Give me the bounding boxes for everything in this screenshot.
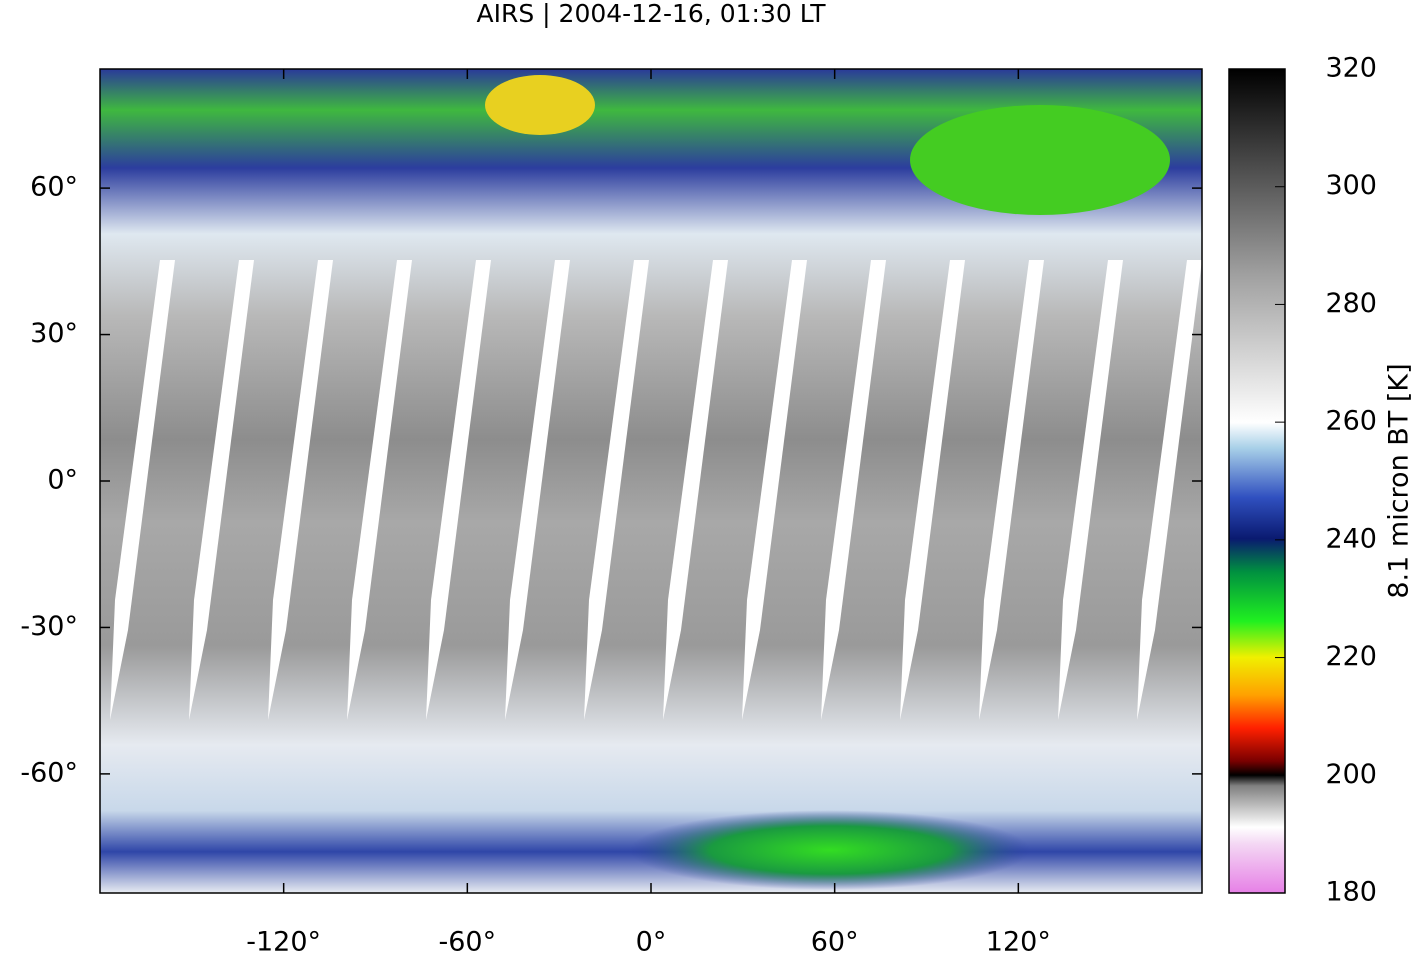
orbit-gap xyxy=(189,260,254,720)
colorbar-tick-label: 220 xyxy=(1325,641,1377,672)
colorbar-tick-label: 240 xyxy=(1325,523,1377,554)
orbit-gap xyxy=(505,260,570,720)
colorbar-tick-label: 300 xyxy=(1325,170,1377,201)
colorbar-tick-label: 180 xyxy=(1325,877,1377,908)
colorbar-tick-label: 280 xyxy=(1325,288,1377,319)
colorbar-tick-label: 200 xyxy=(1325,759,1377,790)
x-tick-label: 60° xyxy=(811,927,859,956)
orbit-gap xyxy=(268,260,333,720)
colorbar-tick-label: 260 xyxy=(1325,406,1377,437)
orbit-gap xyxy=(347,260,412,720)
x-tick-label: -120° xyxy=(246,927,321,956)
orbit-gap xyxy=(110,260,175,720)
y-tick-label: 30° xyxy=(30,318,78,349)
x-tick-label: 0° xyxy=(636,927,667,956)
y-tick-label: 60° xyxy=(30,172,78,203)
y-tick-label: 0° xyxy=(47,465,78,496)
orbit-gap xyxy=(1137,260,1202,720)
orbit-gap xyxy=(426,260,491,720)
orbit-gap xyxy=(663,260,728,720)
colorbar-tick-label: 320 xyxy=(1325,53,1377,84)
orbit-gap xyxy=(584,260,649,720)
colorbar-label: 8.1 micron BT [K] xyxy=(1384,363,1415,598)
orbit-gap xyxy=(979,260,1044,720)
chart-title: AIRS | 2004-12-16, 01:30 LT xyxy=(477,0,827,28)
orbit-gap xyxy=(742,260,807,720)
x-tick-label: -60° xyxy=(439,927,497,956)
orbit-gap xyxy=(900,260,965,720)
orbit-gap xyxy=(1058,260,1123,720)
x-tick-label: 120° xyxy=(986,927,1051,956)
y-tick-label: -30° xyxy=(20,611,78,642)
colorbar xyxy=(1228,68,1286,894)
orbit-gap xyxy=(821,260,886,720)
map-image xyxy=(100,69,1202,893)
y-tick-label: -60° xyxy=(20,757,78,788)
